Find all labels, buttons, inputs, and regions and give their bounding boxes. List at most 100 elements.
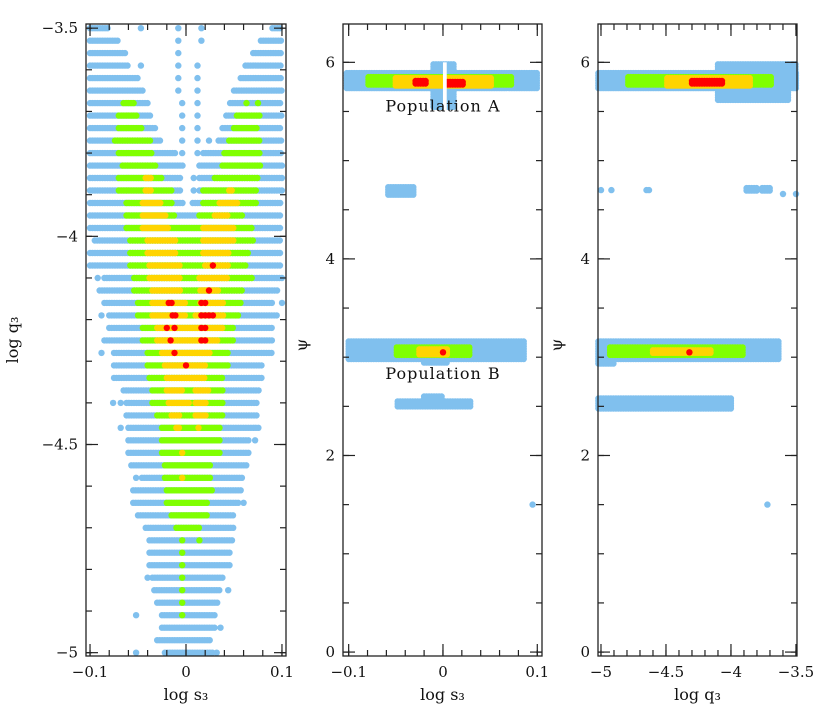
data-point-green [219, 387, 226, 394]
data-point-blue [276, 99, 284, 107]
data-point-green [179, 587, 186, 594]
data-point-blue [229, 512, 237, 519]
data-point-green [216, 449, 223, 456]
x-axis-label: log s₃ [164, 685, 209, 704]
data-point-red [163, 324, 170, 332]
data-point-red [182, 362, 190, 369]
data-point-blue [206, 637, 213, 644]
data-point-blue [124, 62, 131, 69]
data-point-yellow [147, 174, 154, 182]
data-point-green [170, 212, 178, 219]
data-point-yellow [176, 287, 184, 294]
data-point-blue [194, 149, 201, 157]
data-point-green [206, 462, 214, 469]
data-point-green [219, 399, 226, 407]
data-point-green [234, 312, 242, 319]
data-point-red [171, 324, 178, 332]
data-point-yellow [176, 262, 183, 269]
data-point-blue [245, 449, 252, 456]
data-point-blue [277, 74, 284, 82]
data-point-blue [205, 137, 213, 144]
data-point-blue [194, 112, 201, 119]
data-point-green [229, 337, 236, 344]
data-point-blue [277, 137, 285, 144]
data-point-blue [98, 349, 105, 357]
data-point-yellow [201, 362, 209, 369]
data-point-blue [139, 87, 146, 94]
data-point-blue [268, 349, 275, 357]
data-point-blue [276, 224, 284, 232]
data-point-blue [216, 587, 223, 594]
data-point-green [218, 374, 226, 382]
data-point-blue [277, 62, 284, 69]
data-point-blue [219, 574, 226, 581]
data-point-yellow [214, 337, 221, 344]
data-point-blue [243, 462, 250, 469]
data-point-green [152, 162, 159, 169]
data-point-green [195, 524, 203, 531]
data-point-blue [278, 162, 286, 169]
data-point-blue [240, 499, 247, 506]
data-point-yellow [219, 312, 227, 319]
data-point-blue [144, 99, 151, 107]
data-point-blue [277, 49, 284, 57]
data-point-yellow [175, 412, 183, 419]
data-point-blue [276, 124, 284, 132]
data-point-blue [175, 49, 182, 57]
data-point-blue [226, 549, 233, 556]
data-point-green [179, 574, 186, 581]
data-point-yellow [179, 449, 186, 456]
data-point-blue [190, 187, 197, 194]
y-tick-label: −5 [56, 644, 78, 662]
data-point-green [253, 124, 260, 132]
data-point-green [216, 437, 223, 444]
data-point-blue [276, 249, 284, 257]
data-point-blue [179, 99, 186, 107]
data-point-green [224, 349, 231, 357]
data-point-blue [533, 84, 540, 92]
data-point-blue [198, 37, 205, 44]
data-point-yellow [230, 224, 237, 232]
data-point-blue [278, 87, 285, 94]
data-point-blue [211, 624, 218, 631]
data-point-blue [238, 474, 246, 481]
data-point-yellow [157, 199, 164, 207]
data-point-blue [117, 424, 124, 431]
data-point-blue [132, 649, 140, 656]
data-point-blue [179, 149, 186, 157]
data-point-blue [228, 537, 236, 544]
data-point-green [238, 212, 246, 219]
data-point-blue [273, 312, 280, 319]
data-point-blue [253, 399, 260, 407]
data-point-yellow [185, 399, 192, 407]
data-point-blue [255, 387, 262, 394]
data-point-yellow [204, 387, 212, 394]
data-point-red [171, 349, 178, 357]
data-point-blue [175, 74, 182, 82]
data-point-blue [214, 599, 221, 606]
data-point-green [252, 199, 259, 207]
data-point-green [168, 199, 175, 207]
data-point-yellow [225, 249, 232, 257]
data-point-blue [137, 62, 145, 69]
data-point-green [179, 562, 186, 569]
data-point-blue [175, 25, 182, 32]
data-point-blue [121, 49, 129, 57]
data-point-yellow [219, 299, 227, 307]
data-point-blue [268, 337, 276, 344]
data-point-yellow [223, 274, 231, 282]
data-point-yellow [175, 424, 183, 431]
y-axis-label: log q₃ [3, 317, 22, 364]
x-tick-label: 0 [181, 663, 191, 681]
data-point-blue [278, 299, 286, 307]
data-point-green [254, 174, 261, 182]
data-point-yellow [171, 249, 179, 257]
data-point-blue [190, 174, 197, 182]
data-point-blue [114, 37, 121, 44]
data-point-blue [258, 374, 265, 382]
data-point-blue [278, 187, 286, 194]
data-point-green [249, 237, 256, 244]
